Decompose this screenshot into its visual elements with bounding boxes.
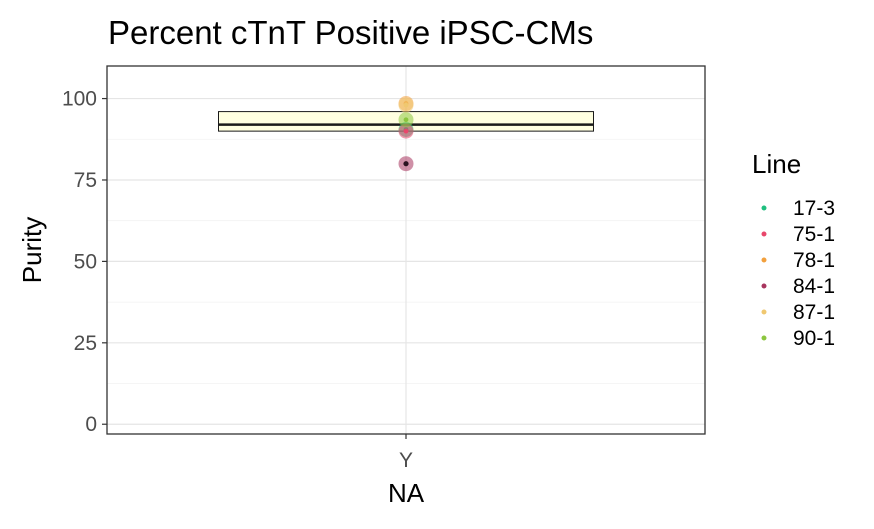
data-point-90-1: [398, 112, 414, 128]
y-tick-label: 25: [74, 332, 97, 355]
point-marker: [403, 128, 409, 134]
y-tick-label: 0: [85, 413, 97, 436]
y-tick-label: 100: [62, 88, 97, 111]
point-marker: [403, 102, 409, 108]
point-center: [403, 161, 409, 167]
y-axis-label: Purity: [17, 217, 47, 283]
legend: Line 17-3 75-1 78-1 84-1 87-1 90-1: [752, 149, 835, 350]
legend-key: [761, 257, 767, 263]
legend-item-90-1: 90-1: [761, 327, 835, 350]
legend-label: 87-1: [793, 301, 835, 324]
legend-label: 90-1: [793, 327, 835, 350]
legend-item-78-1: 78-1: [761, 249, 835, 272]
legend-label: 84-1: [793, 275, 835, 298]
legend-key: [761, 309, 767, 315]
legend-key: [761, 205, 767, 211]
legend-key: [761, 231, 767, 237]
legend-item-17-3: 17-3: [761, 197, 835, 220]
legend-item-84-1: 84-1: [761, 275, 835, 298]
legend-key: [761, 335, 767, 341]
y-tick-label: 75: [74, 169, 97, 192]
legend-label: 78-1: [793, 249, 835, 272]
data-point-75-1: [398, 123, 414, 139]
legend-label: 75-1: [793, 223, 835, 246]
x-axis-label: NA: [388, 478, 425, 508]
legend-key: [761, 283, 767, 289]
point-marker: [403, 117, 409, 123]
y-tick-label: 50: [74, 250, 97, 273]
chart-title: Percent cTnT Positive iPSC-CMs: [108, 14, 593, 51]
points-layer: [398, 95, 414, 172]
legend-item-75-1: 75-1: [761, 223, 835, 246]
legend-title: Line: [752, 149, 801, 179]
y-axis: 0 25 50 75 100: [62, 88, 107, 436]
data-point-87-1: [398, 97, 414, 113]
legend-item-87-1: 87-1: [761, 301, 835, 324]
x-tick-label: Y: [399, 449, 413, 472]
x-axis: Y: [399, 434, 413, 472]
legend-label: 17-3: [793, 197, 835, 220]
